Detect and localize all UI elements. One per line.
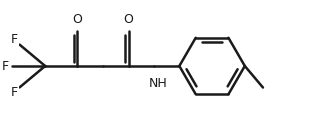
Text: F: F	[11, 33, 18, 46]
Text: O: O	[124, 13, 134, 27]
Text: F: F	[11, 86, 18, 99]
Text: O: O	[72, 13, 82, 27]
Text: NH: NH	[148, 77, 167, 90]
Text: F: F	[2, 60, 9, 72]
